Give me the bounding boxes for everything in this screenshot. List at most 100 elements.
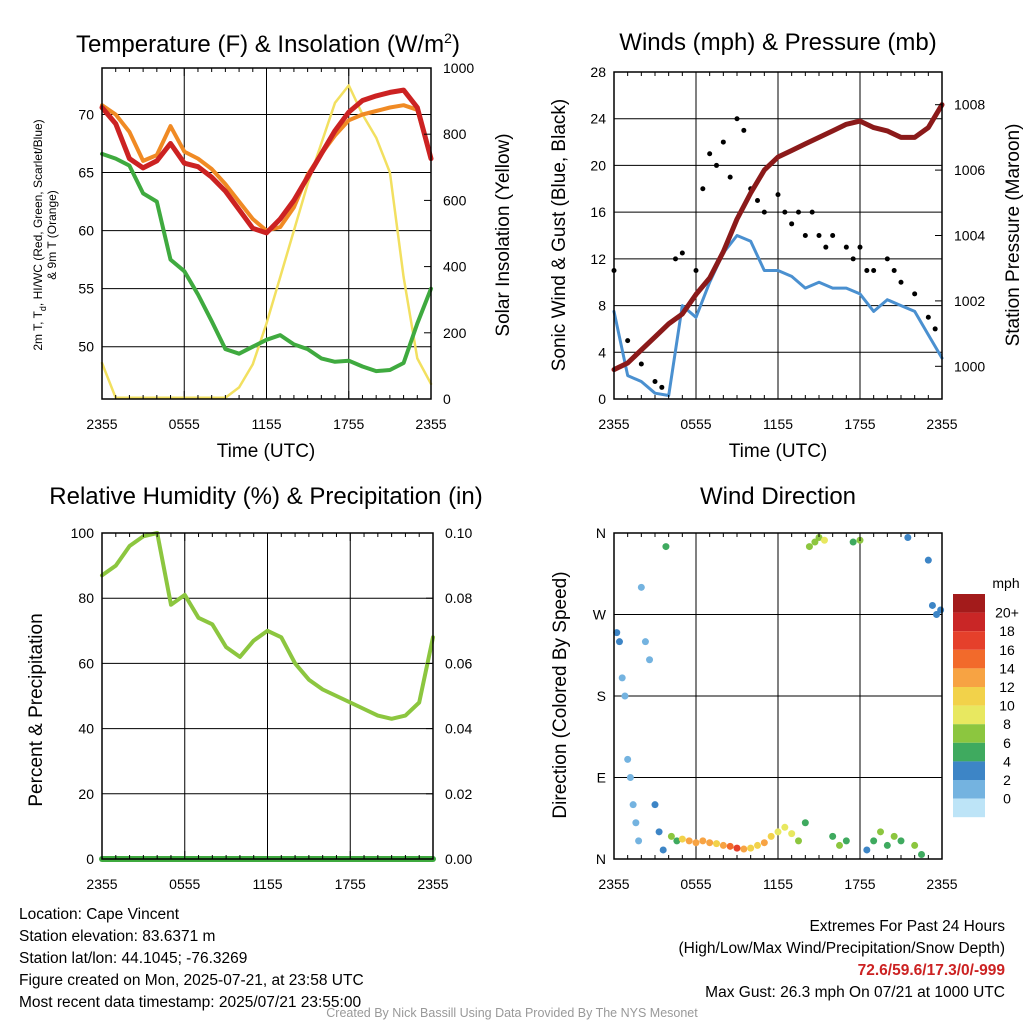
direction-point — [747, 844, 755, 852]
temperature-ylabel-left-2: & 9m T (Orange) — [45, 190, 59, 280]
y-tick-label: 20 — [590, 157, 606, 173]
legend-label: 8 — [1003, 716, 1011, 732]
y-tick-label: 80 — [78, 590, 94, 606]
gust-point — [727, 174, 733, 180]
direction-point — [754, 841, 761, 849]
direction-tick-label: W — [593, 607, 607, 623]
y-right-tick-label: 200 — [443, 325, 467, 341]
legend-label: 20+ — [995, 605, 1019, 621]
x-tick-label: 1755 — [844, 416, 875, 432]
direction-point — [726, 842, 734, 850]
legend-label: 18 — [999, 623, 1015, 639]
y-tick-label: 28 — [590, 64, 606, 80]
direction-point — [904, 534, 912, 542]
gust-point — [802, 233, 808, 238]
gust-point — [884, 256, 890, 262]
legend-swatch — [953, 705, 985, 725]
x-tick-label: 2355 — [86, 876, 117, 892]
y-tick-label: 50 — [78, 339, 94, 355]
station-latlon: Station lat/lon: 44.1045; -76.3269 — [19, 950, 248, 967]
direction-point — [924, 556, 932, 564]
gust-point — [625, 338, 631, 344]
gust-point — [679, 250, 685, 256]
direction-point — [815, 534, 823, 542]
legend-swatch — [953, 631, 985, 650]
x-tick-label: 2355 — [926, 876, 957, 892]
temperature-line — [99, 87, 434, 236]
y-tick-label: 16 — [590, 204, 606, 220]
direction-point — [849, 538, 857, 546]
y-right-tick-label: 0.04 — [445, 721, 472, 737]
direction-point — [863, 846, 871, 854]
gust-point — [809, 209, 815, 215]
legend-swatch — [953, 724, 985, 743]
legend-swatch — [953, 594, 985, 613]
gust-point — [693, 268, 699, 274]
y-tick-label: 12 — [590, 251, 606, 267]
humidity-ylabel-left: Percent & Precipitation — [26, 613, 47, 806]
direction-point — [781, 823, 789, 831]
gust-point — [741, 127, 747, 133]
direction-point — [937, 606, 945, 614]
direction-point — [829, 832, 837, 840]
y-right-tick-label: 0.08 — [445, 590, 472, 606]
y-right-tick-label: 0.10 — [445, 525, 472, 541]
y-right-tick-label: 1006 — [954, 162, 985, 178]
direction-point — [767, 832, 775, 840]
gust-point — [638, 361, 644, 367]
direction-point — [713, 840, 720, 848]
y-right-tick-label: 1002 — [954, 293, 985, 309]
temperature-ylabel-right: Solar Insolation (Yellow) — [493, 133, 514, 336]
direction-point — [801, 819, 809, 827]
y-tick-label: 4 — [598, 344, 606, 360]
y-right-tick-label: 0 — [443, 391, 451, 407]
direction-legend-title: mph — [992, 575, 1019, 591]
x-tick-label: 0555 — [169, 876, 200, 892]
gust-point — [720, 139, 726, 145]
direction-point — [699, 837, 707, 845]
direction-panel: Wind Direction 2355 0555 1155 1755 2355 N E S W N… — [550, 483, 1020, 892]
direction-point — [740, 845, 748, 853]
y-right-tick-label: 1000 — [443, 60, 474, 76]
legend-swatch — [953, 742, 985, 762]
y-tick-label: 100 — [71, 525, 95, 541]
direction-point — [655, 828, 663, 836]
gust-point — [850, 256, 856, 262]
pressure-line — [611, 102, 945, 373]
direction-point — [673, 837, 681, 845]
x-tick-label: 1155 — [763, 876, 793, 892]
legend-swatch — [953, 687, 985, 706]
legend-label: 0 — [1003, 791, 1011, 807]
credit-line: Created By Nick Bassill Using Data Provi… — [326, 1006, 698, 1020]
direction-point — [897, 837, 905, 845]
gust-point — [796, 209, 801, 215]
legend-swatch — [953, 649, 985, 669]
legend-label: 10 — [999, 698, 1015, 714]
gust-point — [659, 384, 665, 390]
direction-point — [621, 692, 629, 700]
direction-tick-label: E — [597, 770, 606, 786]
extremes-desc: (High/Low/Max Wind/Precipitation/Snow De… — [678, 940, 1006, 957]
x-tick-label: 0555 — [169, 416, 200, 432]
x-tick-label: 2355 — [926, 416, 957, 432]
extremes-info: Extremes For Past 24 Hours (High/Low/Max… — [679, 916, 1006, 1004]
x-tick-label: 2355 — [598, 416, 629, 432]
gust-point — [707, 151, 713, 157]
gust-point — [755, 197, 760, 203]
legend-swatch — [953, 612, 985, 632]
gust-point — [912, 291, 918, 297]
gust-point — [898, 279, 904, 285]
y-tick-label: 60 — [78, 655, 94, 671]
winds-xlabel: Time (UTC) — [729, 441, 828, 462]
gust-point — [734, 116, 740, 122]
legend-label: 4 — [1003, 753, 1011, 769]
direction-point — [890, 832, 898, 840]
direction-point — [870, 837, 878, 845]
gust-point — [761, 209, 767, 215]
direction-point — [632, 819, 640, 827]
direction-point — [678, 835, 686, 843]
direction-tick-label: S — [597, 688, 606, 704]
direction-point — [624, 755, 632, 763]
direction-point — [918, 850, 925, 858]
